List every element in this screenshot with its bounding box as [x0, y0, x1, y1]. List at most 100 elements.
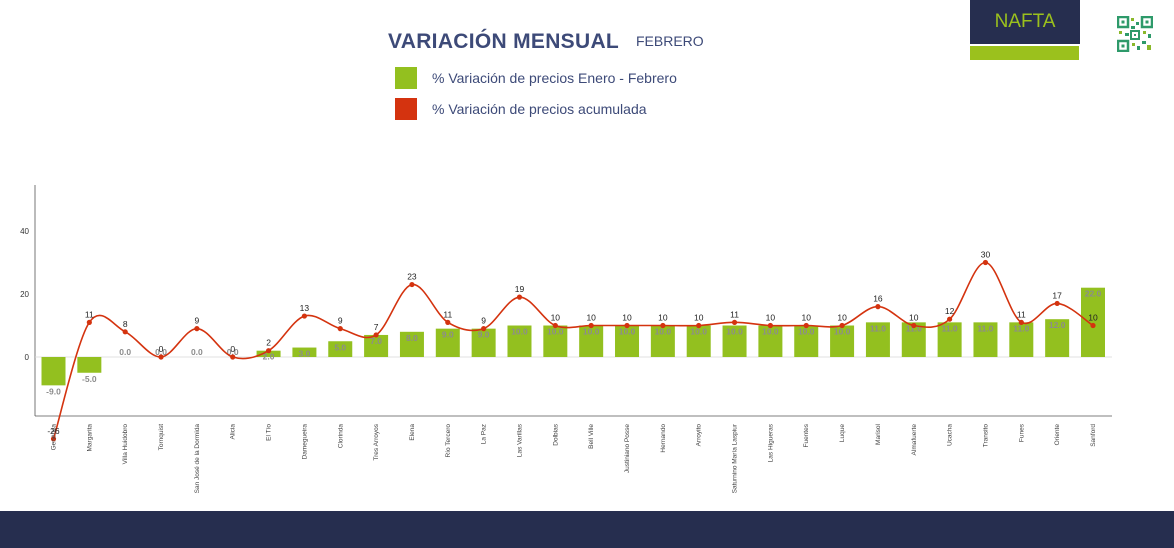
- cumulative-line: [52, 261, 1094, 440]
- bar-value-label: 11.0: [906, 323, 922, 333]
- bar: [1009, 322, 1034, 357]
- line-value-label: 11: [85, 309, 94, 319]
- line-point: [373, 332, 379, 338]
- line-point: [158, 354, 164, 360]
- line-point: [409, 281, 415, 288]
- bar: [435, 328, 460, 357]
- bar: [758, 325, 783, 357]
- x-category-label: Marisol: [875, 423, 882, 445]
- x-category-label: Ucacha: [947, 424, 954, 446]
- bar-value-label: 10.0: [690, 327, 707, 337]
- bar: [328, 341, 353, 357]
- bar: [41, 357, 66, 386]
- line-value-label: 9: [195, 316, 200, 326]
- line-value-label: 10: [658, 313, 668, 323]
- line-value-label: 11: [730, 309, 739, 319]
- line-point: [982, 259, 989, 266]
- bar: [937, 322, 962, 357]
- x-category-label: Genérica: [51, 424, 58, 451]
- qr-code-icon: [1117, 16, 1153, 52]
- line-point: [911, 322, 917, 329]
- bar: [1045, 319, 1070, 357]
- bar: [973, 322, 998, 357]
- line-point: [516, 294, 523, 300]
- line-value-label: 10: [802, 313, 812, 323]
- line-value-label: 10: [586, 313, 596, 323]
- x-category-label: Hernando: [660, 424, 667, 453]
- bar-value-label: 0.0: [191, 347, 203, 357]
- line-point: [588, 322, 594, 329]
- bar-value-label: 11.0: [977, 323, 993, 333]
- legend-label-monthly: % Variación de precios Enero - Febrero: [432, 70, 677, 86]
- x-category-label: El Tío: [266, 424, 273, 441]
- bar: [579, 325, 604, 357]
- bar-value-label: 22.0: [1085, 289, 1102, 299]
- bar-value-label: 5.0: [334, 342, 346, 352]
- x-category-label: San José de la Dormida: [194, 424, 201, 494]
- x-category-label: Las Varillas: [516, 423, 523, 457]
- bar-value-label: 10.0: [798, 327, 815, 337]
- bar-value-label: 10.0: [834, 327, 851, 337]
- line-point: [947, 316, 953, 322]
- bar-value-label: 0.0: [155, 347, 167, 357]
- line-value-label: 10: [694, 313, 704, 323]
- bar: [615, 325, 640, 357]
- product-badge: NAFTA: [970, 0, 1080, 44]
- x-category-label: Villa Huidobro: [122, 424, 129, 465]
- bar: [507, 325, 532, 357]
- x-category-label: Funes: [1018, 423, 1025, 442]
- bar-value-label: 11.0: [870, 323, 886, 333]
- line-point: [660, 322, 666, 329]
- bar: [794, 325, 819, 357]
- x-category-label: Saturnino María Laspiur: [732, 423, 739, 493]
- bar-value-label: 8.0: [406, 333, 418, 343]
- bar-value-label: 9.0: [442, 330, 454, 340]
- line-value-label: 11: [443, 309, 452, 319]
- line-point: [301, 313, 308, 319]
- bar-value-label: 10.0: [726, 327, 743, 337]
- bar: [292, 347, 317, 357]
- line-point: [1090, 322, 1096, 329]
- x-category-label: La Paz: [481, 424, 488, 444]
- bar-value-label: 2.0: [263, 352, 275, 362]
- x-category-label: Alicia: [230, 424, 237, 440]
- bar: [364, 334, 389, 357]
- x-category-label: Almafuerte: [911, 424, 918, 456]
- line-value-label: 23: [407, 272, 417, 282]
- y-tick-label: 20: [20, 290, 29, 299]
- line-value-label: 2: [266, 338, 271, 348]
- bar: [543, 325, 568, 357]
- x-category-label: Sanford: [1090, 424, 1097, 447]
- line-value-label: 9: [338, 316, 343, 326]
- x-category-label: Fuentes: [803, 423, 810, 447]
- bar: [686, 325, 711, 357]
- chart-title: VARIACIÓN MENSUAL: [388, 30, 620, 53]
- x-category-label: Dolbias: [552, 423, 559, 445]
- bar: [471, 328, 496, 357]
- line-value-label: 10: [1088, 313, 1098, 323]
- x-category-label: Elena: [409, 424, 416, 441]
- line-value-label: 10: [909, 313, 919, 323]
- line-value-label: 9: [481, 316, 486, 326]
- line-value-label: 12: [945, 306, 955, 316]
- footer-bar: [0, 511, 1174, 548]
- y-tick-label: 40: [20, 227, 29, 236]
- y-tick-label: 0: [25, 353, 30, 362]
- bar: [722, 325, 747, 357]
- bar-value-label: 10.0: [655, 327, 672, 337]
- line-value-label: 0: [230, 344, 235, 354]
- x-category-label: Justiniano Posse: [624, 424, 631, 474]
- line-value-label: 30: [981, 250, 991, 260]
- x-category-label: Oriente: [1054, 424, 1061, 446]
- x-category-label: Arroyito: [696, 424, 703, 447]
- line-point: [839, 322, 845, 329]
- line-point: [50, 436, 57, 442]
- bar-value-label: 11.0: [1013, 323, 1029, 333]
- line-value-label: 10: [622, 313, 632, 323]
- bar-value-label: 0.0: [119, 347, 131, 357]
- line-point: [803, 322, 809, 329]
- line-value-label: 7: [374, 322, 379, 332]
- x-category-label: Bell Ville: [588, 424, 595, 449]
- legend-swatch-monthly: [395, 67, 417, 89]
- line-point: [696, 322, 702, 329]
